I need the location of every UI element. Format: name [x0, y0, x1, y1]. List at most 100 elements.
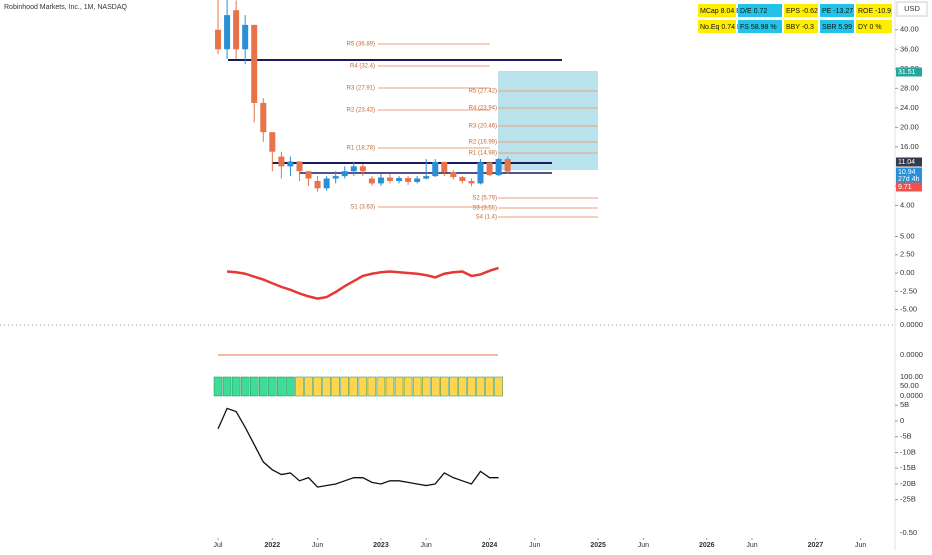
currency-box[interactable]	[896, 1, 928, 17]
x-tick-label: Jun	[421, 542, 432, 549]
candle-body	[477, 162, 484, 184]
price-tag	[896, 67, 922, 77]
pane-bar	[313, 376, 322, 397]
candle-body	[350, 166, 357, 172]
pivot-label: S1 (3.63)	[350, 205, 375, 211]
pivot-label: R1 (14.98)	[469, 151, 497, 157]
pane-bar	[376, 376, 386, 397]
metric-box	[784, 20, 818, 33]
projection-box	[498, 71, 598, 170]
pane-bar	[231, 376, 241, 397]
pivot-label: R1 (18.78)	[347, 146, 375, 152]
pivot-label: S4 (1.4)	[476, 215, 497, 221]
y-tick-label: -10B	[900, 447, 916, 456]
pane-bar	[222, 376, 232, 397]
pivot-label: S2 (5.79)	[472, 196, 497, 202]
metric-box	[784, 4, 818, 17]
pane-bar	[259, 376, 268, 397]
metric-box	[738, 4, 782, 17]
pane-bar	[385, 376, 395, 397]
metric: MCap 8.04 B	[700, 8, 741, 15]
x-tick-label: Jun	[638, 542, 649, 549]
pane-bar	[412, 376, 422, 397]
metric-box	[820, 4, 854, 17]
candle-body	[359, 166, 366, 172]
y-tick-label: 2.50	[900, 250, 915, 259]
chart-title: Robinhood Markets, Inc., 1M, NASDAQ	[4, 4, 127, 11]
x-tick-label: Jun	[312, 542, 323, 549]
pane-bar	[268, 376, 277, 397]
pane-bar	[440, 376, 449, 397]
x-tick-label: 2023	[373, 542, 389, 549]
pivot-label: R4 (23.94)	[469, 106, 497, 112]
candle-body	[215, 29, 222, 50]
x-tick-label: 2022	[265, 542, 281, 549]
candle-body	[287, 161, 294, 167]
y-tick-label: -5.00	[900, 305, 917, 314]
x-tick-label: 2027	[808, 542, 824, 549]
pane-bar	[277, 376, 286, 397]
candle-body	[296, 161, 303, 172]
metric-box	[738, 20, 782, 33]
candle-body	[423, 176, 430, 179]
pane-bar	[331, 376, 340, 397]
candle-body	[459, 177, 466, 181]
y-tick-label: -25B	[900, 495, 916, 504]
y-tick-label: 4.00	[900, 200, 915, 209]
y-tick-label: 36.00	[900, 44, 919, 53]
metric: DY 0 %	[858, 24, 882, 31]
pane-bar	[494, 376, 503, 397]
y-tick-label: -20B	[900, 479, 916, 488]
pane-bar	[403, 376, 413, 397]
price-tag	[896, 167, 922, 177]
pane-bar	[358, 376, 368, 397]
pane-bar	[485, 376, 494, 397]
x-tick-label: Jul	[214, 542, 223, 549]
metric: BBY -0.3	[786, 24, 814, 31]
y-tick-label: 5B	[900, 400, 909, 409]
pane-bar	[458, 376, 467, 397]
pivot-label: R4 (32.4)	[350, 64, 375, 70]
pane-bar	[394, 376, 404, 397]
currency[interactable]: USD	[904, 4, 920, 13]
y-tick-label: -5B	[900, 432, 912, 441]
metric: No.Eq 0.74 B	[700, 24, 742, 31]
pivot-label: R5 (36.89)	[347, 42, 375, 48]
price-tag	[896, 157, 922, 167]
price-tag-label: 9.71	[898, 184, 912, 191]
candle-body	[495, 159, 502, 176]
candle-body	[396, 178, 403, 181]
candle-body	[278, 156, 285, 167]
pane-label: 50.00	[900, 381, 919, 390]
candle-body	[377, 177, 384, 184]
pivot-label: R5 (27.42)	[469, 89, 497, 95]
metric: D/E 0.72	[740, 8, 767, 15]
metric: EPS -0.62	[786, 8, 818, 15]
x-tick-label: 2024	[482, 542, 498, 549]
y-tick-label: 0.00	[900, 268, 915, 277]
pane-label: 0.0000	[900, 320, 923, 329]
pane-label: 100.00	[900, 372, 923, 381]
pane-bar	[367, 376, 377, 397]
pane-bar	[249, 376, 259, 397]
pane-label: 0.0000	[900, 391, 923, 400]
candle-body	[441, 161, 448, 173]
pane-bar	[421, 376, 431, 397]
x-tick-label: Jun	[855, 542, 866, 549]
metric-box	[698, 4, 736, 17]
flow-line	[217, 407, 499, 488]
pivot-label: R3 (27.91)	[347, 86, 375, 92]
y-tick-label: 0	[900, 416, 904, 425]
pane-bar	[340, 376, 349, 397]
price-tag	[896, 182, 922, 192]
candle-body	[314, 180, 321, 189]
metric: ROE -10.9	[858, 8, 891, 15]
metric: FS 58.98 %	[740, 24, 777, 31]
x-tick-label: 2026	[699, 542, 715, 549]
candle-body	[468, 180, 475, 184]
oscillator-line	[226, 266, 499, 300]
x-tick-label: Jun	[746, 542, 757, 549]
